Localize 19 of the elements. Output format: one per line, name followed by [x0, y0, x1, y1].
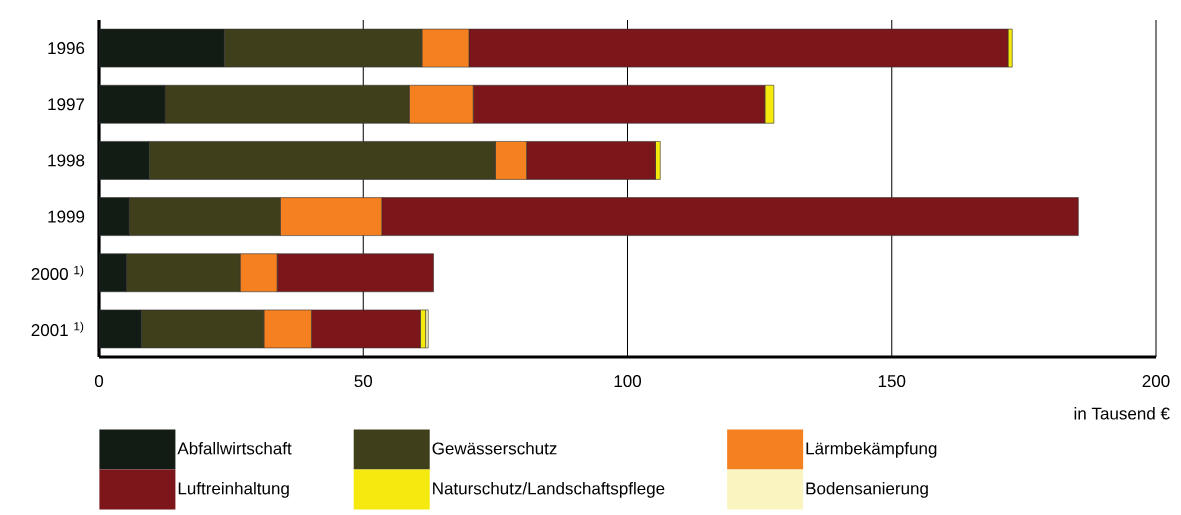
- legend-label: Naturschutz/Landschaftspflege: [433, 481, 665, 498]
- x-axis-title: in Tausend €: [1074, 407, 1170, 420]
- y-tick-label: 1997: [48, 98, 85, 111]
- x-tick-label: 0: [94, 375, 104, 388]
- x-tick-label: 200: [1142, 375, 1170, 388]
- legend-label: Abfallwirtschaft: [177, 441, 292, 455]
- x-tick-label: 150: [878, 375, 906, 388]
- y-tick-label: 1999: [48, 210, 85, 223]
- legend-label: Bodensanierung: [806, 481, 928, 498]
- y-tick-label: 1998: [48, 154, 85, 167]
- bar: [425, 309, 429, 349]
- x-tick-label: 50: [354, 375, 373, 388]
- legend-label: Gewässerschutz: [432, 441, 557, 455]
- y-tick-label: 2001 $^{1)}$: [31, 321, 84, 337]
- y-tick-label: 2000 $^{1)}$: [31, 265, 84, 280]
- y-tick-label: 1996: [48, 42, 85, 55]
- legend-label: Luftreinhaltung: [178, 481, 289, 498]
- x-tick-label: 100: [614, 375, 642, 388]
- legend-label: Lärmbekämpfung: [806, 441, 937, 458]
